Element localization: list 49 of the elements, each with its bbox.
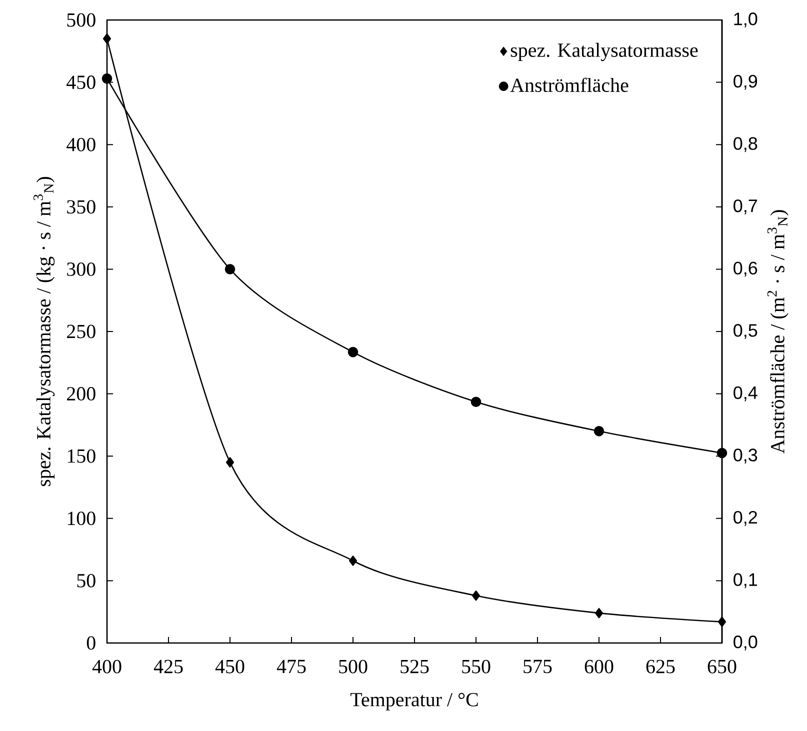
y-tick-label: 350 — [67, 200, 96, 214]
x-tick-label: 425 — [154, 660, 183, 674]
y2-tick-label: 0,2 — [734, 510, 757, 526]
x-axis-title: Temperatur / °C — [350, 692, 478, 710]
point — [102, 73, 112, 84]
y-tick-label: 400 — [66, 138, 96, 152]
point — [594, 608, 604, 618]
x-tick-label: 600 — [584, 660, 614, 674]
x-tick-label: 650 — [708, 660, 736, 674]
y2-tick-label: 1,0 — [734, 12, 758, 28]
x-tick-label: 625 — [646, 660, 675, 674]
y-tick-label: 150 — [68, 449, 96, 463]
y-tick-label: 0 — [86, 636, 96, 650]
x-tick-label: 475 — [276, 660, 306, 674]
y-tick-label: 200 — [67, 387, 96, 401]
y2-axis-title: Anströmfläche / (m$^{2}$ · s / m$^{3}$$_{N}$) — [767, 210, 788, 454]
y-tick-label: 100 — [68, 512, 96, 526]
y-tick-label: 250 — [67, 324, 96, 338]
x-tick-label: 575 — [524, 660, 552, 674]
y-tick-label: 300 — [67, 262, 96, 276]
legend-label: spez. Katalysatormasse — [510, 42, 698, 62]
point — [594, 426, 604, 436]
point — [102, 34, 112, 44]
x-tick-label: 450 — [215, 660, 244, 674]
y-tick-label: 50 — [77, 574, 96, 588]
y2-tick-label: 0,3 — [734, 448, 758, 464]
x-tick-label: 550 — [462, 660, 490, 674]
y2-tick-label: 0,8 — [734, 137, 758, 152]
y-tick-label: 450 — [66, 76, 96, 90]
point — [716, 448, 728, 458]
x-tick-label: 500 — [339, 660, 368, 674]
y2-tick-label: 0,4 — [734, 386, 758, 402]
y-axis-title: spez. Katalysatormasse / (kg · s / m$^{3}$$_{N}$) — [33, 176, 55, 486]
legend-label: Anströmfläche — [510, 78, 628, 92]
point — [470, 396, 482, 408]
point — [348, 346, 358, 358]
y2-tick-label: 0,0 — [734, 636, 758, 650]
y2-tick-label: 0,6 — [734, 262, 758, 277]
y2-tick-label: 0,9 — [734, 74, 758, 90]
x-tick-label: 400 — [92, 660, 122, 674]
y2-tick-label: 0,7 — [734, 199, 757, 214]
point — [348, 556, 358, 566]
point — [472, 590, 480, 601]
y2-tick-label: 0,5 — [734, 324, 758, 339]
x-tick-label: 525 — [400, 660, 429, 674]
y2-tick-label: 0,1 — [734, 573, 757, 588]
y-tick-label: 500 — [67, 13, 96, 27]
point — [226, 457, 234, 468]
point — [224, 264, 236, 274]
